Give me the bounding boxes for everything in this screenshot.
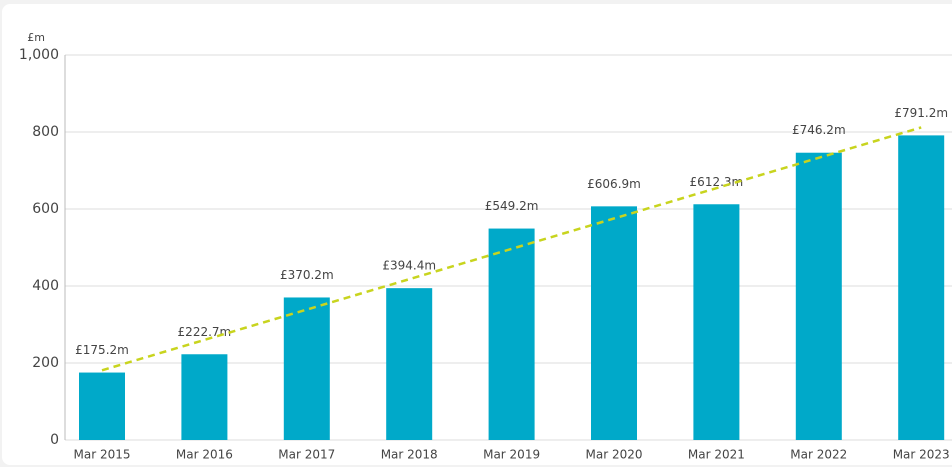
x-tick-label: Mar 2023 [893, 448, 950, 462]
x-tick-label: Mar 2015 [74, 448, 131, 462]
y-tick-label: 200 [32, 355, 59, 371]
value-label: £746.2m [792, 123, 846, 137]
bar [591, 206, 637, 440]
x-tick-label: Mar 2022 [790, 448, 847, 462]
value-label: £222.7m [178, 325, 232, 339]
trend-line [101, 126, 922, 372]
value-label: £606.9m [587, 177, 641, 191]
x-tick-label: Mar 2016 [176, 448, 233, 462]
value-label: £394.4m [382, 259, 436, 273]
y-axis-label: £m [27, 31, 45, 44]
x-tick-label: Mar 2019 [483, 448, 540, 462]
y-tick-label: 400 [32, 278, 59, 294]
value-label: £549.2m [485, 199, 539, 213]
value-label: £175.2m [75, 343, 129, 357]
bar [693, 204, 740, 440]
bar [898, 135, 945, 440]
bar [488, 228, 535, 440]
bar [795, 152, 842, 440]
bar [283, 297, 330, 440]
y-tick-label: 600 [32, 201, 59, 217]
x-tick-label: Mar 2020 [586, 448, 643, 462]
bar [79, 372, 125, 440]
y-tick-label: 1,000 [19, 47, 59, 63]
x-tick-label: Mar 2021 [688, 448, 745, 462]
x-tick-label: Mar 2018 [381, 448, 438, 462]
bar [181, 354, 228, 440]
value-label: £370.2m [280, 268, 334, 282]
bar [386, 288, 433, 440]
y-tick-label: 0 [50, 432, 59, 448]
value-label: £791.2m [894, 106, 948, 120]
x-tick-label: Mar 2017 [278, 448, 335, 462]
y-tick-label: 800 [32, 124, 59, 140]
